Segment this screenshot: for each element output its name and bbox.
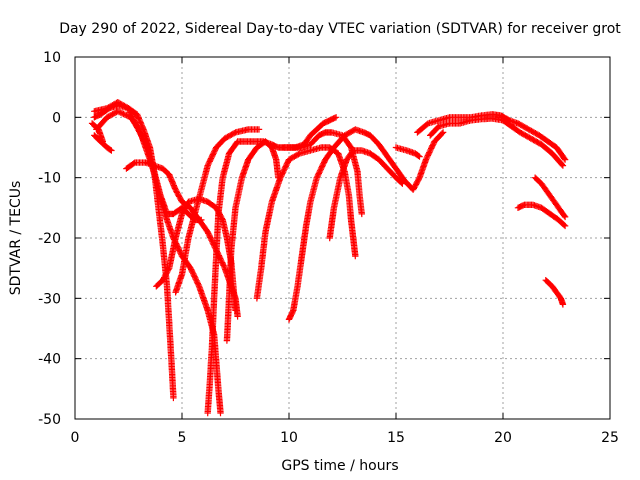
x-tick-label: 5 (178, 430, 187, 446)
y-tick-label: 10 (43, 50, 61, 66)
data-marker-path (204, 129, 365, 417)
x-tick-label: 20 (494, 430, 512, 446)
y-tick-label: 0 (52, 110, 61, 126)
data-marker-path (253, 144, 359, 302)
x-axis-label: GPS time / hours (281, 458, 398, 474)
series-arc-16 (514, 201, 569, 230)
data-marker-path (88, 120, 106, 145)
data-marker-path (514, 201, 569, 230)
series-arc-11 (281, 114, 340, 151)
x-tick-label: 0 (71, 430, 80, 446)
series-arc-3 (93, 108, 224, 417)
data-marker-path (223, 138, 282, 344)
data-marker-path (542, 277, 567, 308)
series-arc-18 (542, 277, 567, 308)
grid-layer (75, 57, 610, 419)
series-arc-17 (531, 174, 569, 221)
y-axis-label: SDTVAR / TECUs (8, 181, 24, 296)
x-tick-label: 25 (601, 430, 619, 446)
data-marker-path (281, 114, 340, 151)
y-tick-label: -40 (38, 352, 61, 368)
data-marker-path (285, 126, 447, 323)
data-marker-path (531, 174, 569, 221)
data-layer (88, 99, 569, 417)
series-arc-9 (253, 144, 359, 302)
data-marker-path (93, 108, 224, 417)
y-tick-label: -20 (38, 231, 61, 247)
tick-layer: 0 5 10 15 20 25 10 0 -10 -20 -30 -40 -50 (38, 50, 619, 446)
data-marker-path (172, 126, 263, 296)
y-tick-label: -30 (38, 291, 61, 307)
series-arc-12 (326, 147, 406, 242)
series-arc-8 (223, 138, 282, 344)
data-marker-path (326, 147, 406, 242)
series-arc-13 (392, 144, 423, 160)
data-marker-path (392, 144, 423, 160)
series-arc-10 (285, 126, 447, 323)
y-tick-label: -10 (38, 171, 61, 187)
data-marker-path (427, 115, 567, 169)
x-tick-label: 15 (387, 430, 405, 446)
series-arc-6 (172, 126, 263, 296)
series-arc-7 (204, 129, 365, 417)
series-arc-20 (88, 120, 106, 145)
chart-title: Day 290 of 2022, Sidereal Day-to-day VTE… (59, 21, 621, 37)
series-arc-15 (427, 115, 567, 169)
y-tick-label: -50 (38, 412, 61, 428)
x-tick-label: 10 (280, 430, 298, 446)
